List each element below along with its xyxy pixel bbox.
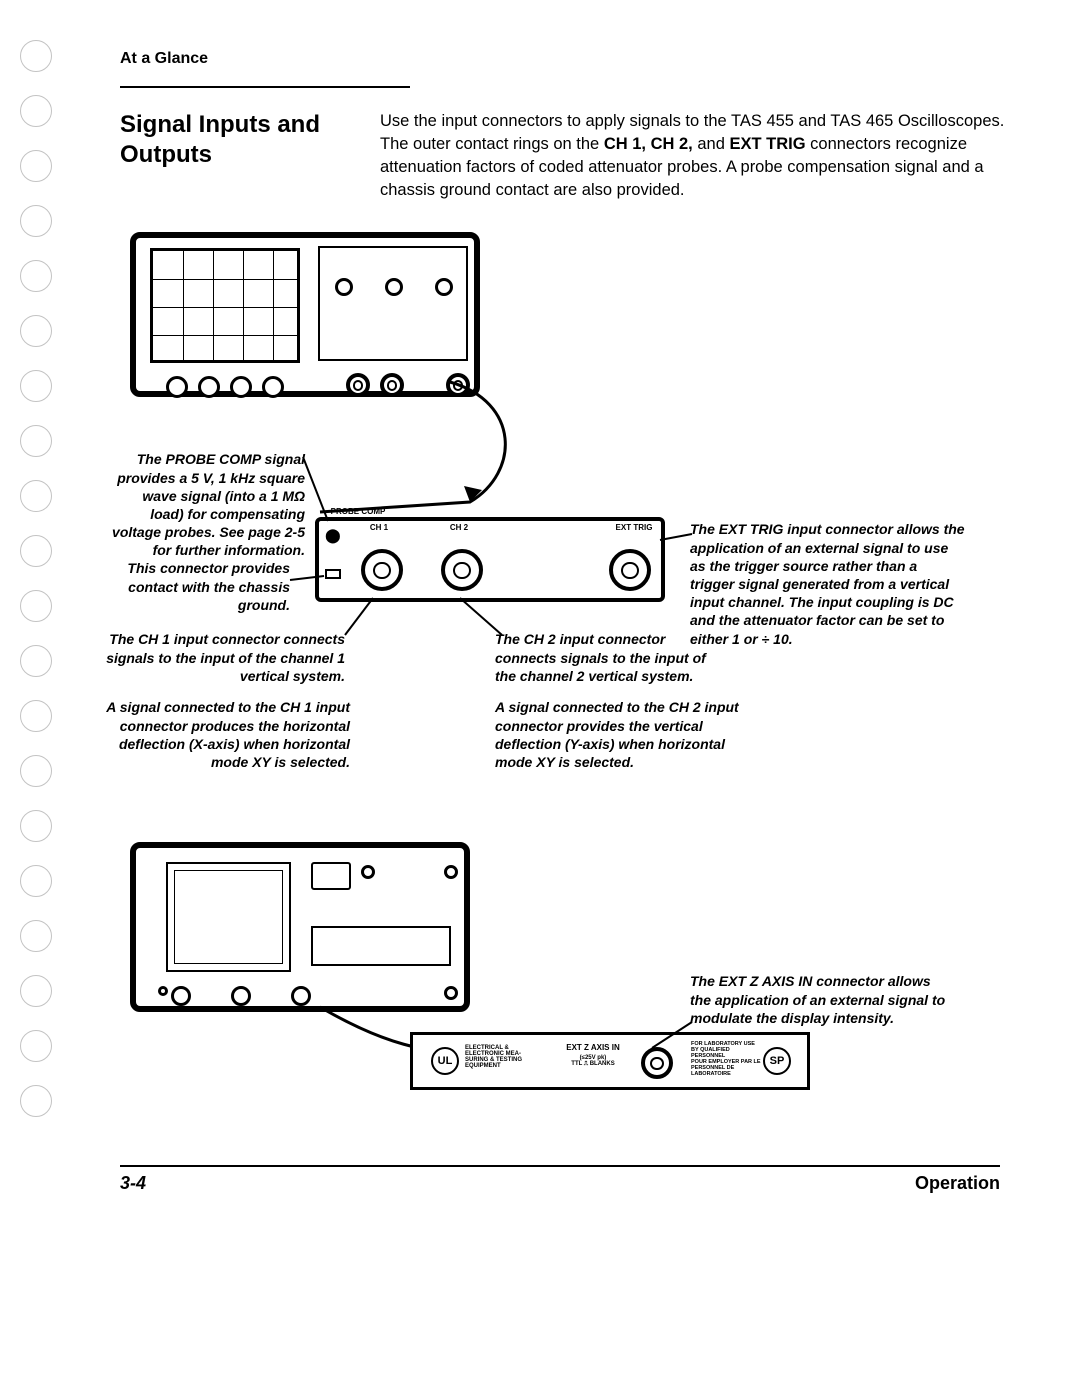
fan-grille xyxy=(166,862,291,972)
front-knob xyxy=(262,376,284,398)
page-number: 3-4 xyxy=(120,1173,146,1194)
foot xyxy=(231,986,251,1006)
ch1-label: CH 1 xyxy=(359,523,399,532)
hole xyxy=(20,1030,52,1062)
connector-panel: PROBE COMP CH 1 CH 2 EXT TRIG ⬤ xyxy=(315,517,665,602)
rear-connector-strip: UL ELECTRICAL & ELECTRONIC MEA- SURING &… xyxy=(410,1032,810,1090)
hole xyxy=(20,645,52,677)
sp-mark: SP xyxy=(763,1047,791,1075)
hole xyxy=(20,370,52,402)
leader-ch1 xyxy=(343,597,383,637)
ch1-connector xyxy=(361,549,403,591)
knob xyxy=(435,278,453,296)
intro-line: and xyxy=(697,135,729,153)
rear-body xyxy=(130,842,470,1012)
hole xyxy=(20,205,52,237)
hole xyxy=(20,700,52,732)
front-knob xyxy=(198,376,220,398)
screw xyxy=(444,986,458,1000)
power-inlet xyxy=(311,862,351,890)
hole xyxy=(20,535,52,567)
scope-body xyxy=(130,232,480,397)
scope-screen xyxy=(150,248,300,363)
intro-line: Use the input connectors to apply signal… xyxy=(380,112,893,130)
section-intro-row: Signal Inputs and Outputs Use the input … xyxy=(120,110,1020,202)
front-bnc xyxy=(446,373,470,397)
hole xyxy=(20,480,52,512)
callout-chassis: This connector provides contact with the… xyxy=(110,559,290,614)
knob xyxy=(385,278,403,296)
callout-ch1-xy: A signal connected to the CH 1 input con… xyxy=(90,698,350,771)
section-title: Signal Inputs and Outputs xyxy=(120,110,350,202)
page-content: At a Glance Signal Inputs and Outputs Us… xyxy=(120,50,1020,1107)
screw xyxy=(158,986,168,996)
hole xyxy=(20,865,52,897)
intro-bold: EXT TRIG xyxy=(729,135,805,153)
figure-front: PROBE COMP CH 1 CH 2 EXT TRIG ⬤ The PROB… xyxy=(120,232,1000,782)
hole xyxy=(20,975,52,1007)
lab-text: FOR LABORATORY USE BY QUALIFIED PERSONNE… xyxy=(691,1041,761,1077)
callout-ext-z: The EXT Z AXIS IN connector allows the a… xyxy=(690,972,950,1027)
ul-mark: UL xyxy=(431,1047,459,1075)
intro-bold: CH 1, CH 2, xyxy=(604,135,698,153)
hole xyxy=(20,1085,52,1117)
probe-comp-pin: ⬤ xyxy=(325,527,341,544)
callout-ch2-xy: A signal connected to the CH 2 input con… xyxy=(495,698,740,771)
hole xyxy=(20,315,52,347)
hole xyxy=(20,95,52,127)
callout-ch1: The CH 1 input connector connects signal… xyxy=(95,630,345,685)
ext-trig-label: EXT TRIG xyxy=(607,523,661,532)
ul-text: ELECTRICAL & ELECTRONIC MEA- SURING & TE… xyxy=(465,1045,535,1069)
callout-probe-comp: The PROBE COMP signal provides a 5 V, 1 … xyxy=(110,450,305,559)
screw xyxy=(361,865,375,879)
front-bnc xyxy=(380,373,404,397)
front-bnc xyxy=(346,373,370,397)
hole xyxy=(20,260,52,292)
ground-lug xyxy=(325,569,341,579)
control-panel xyxy=(318,246,468,361)
page-footer: 3-4 Operation xyxy=(120,1165,1000,1194)
header-rule xyxy=(120,86,410,88)
hole xyxy=(20,810,52,842)
serial-label xyxy=(311,926,451,966)
ext-z-label: EXT Z AXIS IN xyxy=(553,1043,633,1052)
hole xyxy=(20,755,52,787)
hole xyxy=(20,920,52,952)
hole xyxy=(20,40,52,72)
running-header: At a Glance xyxy=(120,50,1020,68)
front-knob xyxy=(230,376,252,398)
binding-holes xyxy=(20,40,60,1117)
ch2-connector xyxy=(441,549,483,591)
footer-section: Operation xyxy=(915,1173,1000,1194)
ext-z-connector xyxy=(641,1047,673,1079)
knob xyxy=(335,278,353,296)
front-knob xyxy=(166,376,188,398)
intro-paragraph: Use the input connectors to apply signal… xyxy=(380,110,1020,202)
hole xyxy=(20,150,52,182)
hole xyxy=(20,590,52,622)
hole xyxy=(20,425,52,457)
callout-ext-trig: The EXT TRIG input connector allows the … xyxy=(690,520,965,647)
foot xyxy=(171,986,191,1006)
ch2-label: CH 2 xyxy=(439,523,479,532)
ext-z-sub: (≤25V pk) TTL ⎍ BLANKS xyxy=(553,1055,633,1068)
screw xyxy=(444,865,458,879)
foot xyxy=(291,986,311,1006)
probe-comp-label: PROBE COMP xyxy=(323,507,393,516)
ext-trig-connector xyxy=(609,549,651,591)
figure-rear: UL ELECTRICAL & ELECTRONIC MEA- SURING &… xyxy=(120,842,1000,1107)
